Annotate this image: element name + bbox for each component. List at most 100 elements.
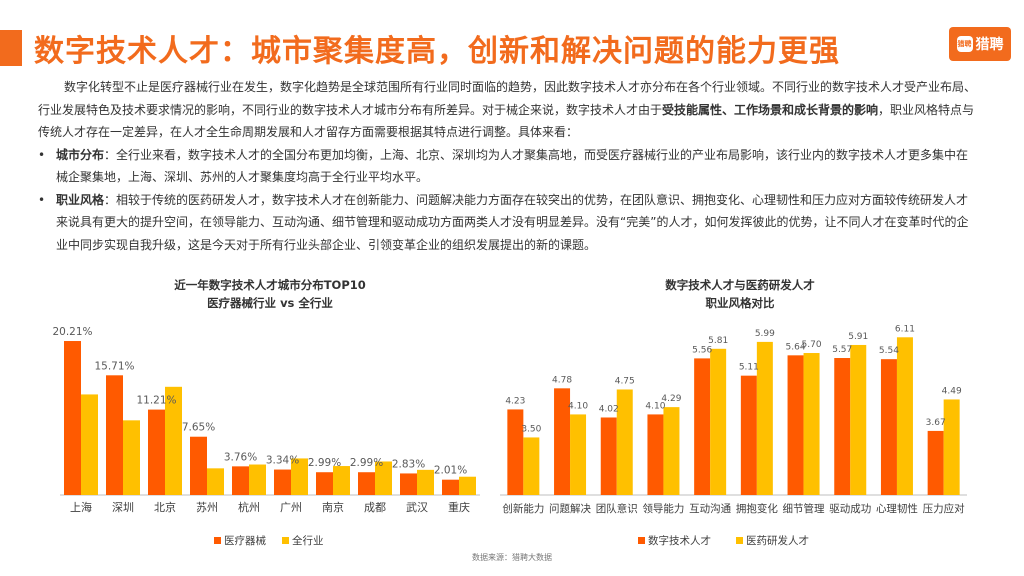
x-tick-label: 问题解决	[549, 502, 591, 515]
city-chart-title-line2: 医疗器械行业 vs 全行业	[207, 296, 333, 310]
bar-pharma-rd-talent	[850, 344, 867, 495]
data-label: 3.50	[521, 424, 541, 434]
bar-medical-device	[64, 341, 81, 495]
x-tick-label: 细节管理	[783, 502, 825, 515]
city-chart-title: 近一年数字技术人才城市分布TOP10 医疗器械行业 vs 全行业	[150, 276, 390, 312]
bullet-city-text: ：全行业来看，数字技术人才的全国分布更加均衡，上海、北京、深圳均为人才聚集高地，…	[56, 147, 969, 185]
city-distribution-chart: 20.21% 上海 15.71% 深圳 11.21% 北京 7.65% 苏州 3.76% 杭州 3.…	[52, 326, 480, 547]
bar-medical-device	[316, 472, 333, 495]
data-label: 11.21%	[136, 395, 176, 407]
bullet-style-label: 职业风格	[56, 192, 105, 207]
data-label: 4.10	[568, 401, 588, 411]
data-label: 5.11	[739, 363, 759, 373]
data-label: 4.78	[552, 375, 572, 385]
data-label: 4.10	[645, 401, 665, 411]
legend-label-digital-talent: 数字技术人才	[648, 534, 711, 547]
data-label: 4.75	[615, 376, 635, 386]
bar-all-industry	[207, 468, 224, 495]
x-tick-label: 创新能力	[502, 502, 544, 515]
style-chart-title-line1: 数字技术人才与医药研发人才	[665, 278, 815, 292]
data-label: 5.91	[848, 332, 868, 342]
x-tick-label: 拥抱变化	[736, 502, 778, 515]
bar-all-industry	[123, 420, 140, 495]
data-label: 4.23	[505, 396, 525, 406]
data-label: 3.34%	[266, 455, 299, 467]
data-label: 5.56	[692, 345, 712, 355]
data-label: 2.01%	[434, 465, 467, 477]
liepin-logo[interactable]: 猎聘 猎聘	[949, 27, 1011, 61]
x-tick-label: 深圳	[112, 501, 134, 514]
legend-label-all-industry: 全行业	[292, 534, 324, 547]
data-label: 2.99%	[308, 457, 341, 469]
legend-swatch-all-industry	[282, 537, 289, 544]
bar-medical-device	[232, 466, 249, 495]
bar-all-industry	[165, 386, 182, 495]
bar-pharma-rd-talent	[943, 399, 960, 495]
bar-digital-talent	[694, 358, 711, 495]
data-label: 2.83%	[392, 458, 425, 470]
data-label: 5.64	[786, 342, 806, 352]
bar-digital-talent	[880, 359, 897, 495]
data-label: 6.11	[895, 324, 915, 334]
bar-medical-device	[106, 375, 123, 495]
bar-pharma-rd-talent	[663, 407, 680, 495]
style-chart-title-line2: 职业风格对比	[705, 296, 775, 310]
bar-pharma-rd-talent	[710, 348, 727, 495]
data-label: 5.54	[879, 346, 899, 356]
intro-paragraph: 数字化转型不止是医疗器械行业在发生，数字化趋势是全球范围所有行业同时面临的趋势，…	[38, 76, 978, 144]
intro-text-bold: 受技能属性、工作场景和成长背景的影响	[662, 102, 879, 117]
bar-pharma-rd-talent	[570, 414, 587, 495]
legend-label-pharma-rd-talent: 医药研发人才	[746, 534, 809, 547]
bar-digital-talent	[927, 430, 944, 495]
bar-digital-talent	[554, 388, 571, 495]
bullet-style-text: ：相较于传统的医药研发人才，数字技术人才在创新能力、问题解决能力方面存在较突出的…	[56, 192, 969, 252]
bar-digital-talent	[507, 409, 524, 495]
x-tick-label: 领导能力	[642, 502, 684, 515]
page-title: 数字技术人才：城市聚集度高，创新和解决问题的能力更强	[34, 34, 840, 69]
bar-digital-talent	[740, 375, 757, 495]
x-tick-label: 北京	[154, 500, 176, 514]
data-label: 5.70	[802, 340, 822, 350]
bullet-city: • 城市分布：全行业来看，数字技术人才的全国分布更加均衡，上海、北京、深圳均为人才…	[38, 144, 978, 189]
style-chart-title: 数字技术人才与医药研发人才 职业风格对比	[620, 276, 860, 312]
x-tick-label: 上海	[70, 500, 92, 514]
intro-text-a: 数字化转型不止是医疗器械行业在发生，数字化趋势是全球范围所有行业同时面临的趋势，…	[38, 80, 977, 117]
data-source: 数据来源：猎聘大数据	[472, 553, 552, 562]
career-style-chart: 4.23 3.50 创新能力 4.78 4.10 问题解决 4.02 4.75 团队意识 4.10…	[500, 324, 967, 547]
bar-all-industry	[459, 476, 476, 495]
bar-all-industry	[375, 461, 392, 495]
bar-digital-talent	[834, 358, 851, 495]
liepin-logo-text: 猎聘	[975, 37, 1004, 53]
bar-digital-talent	[787, 355, 804, 495]
x-tick-label: 苏州	[196, 501, 218, 514]
data-label: 5.57	[832, 345, 852, 355]
data-label: 3.76%	[224, 451, 257, 463]
legend-swatch-digital-talent	[638, 537, 645, 544]
bar-medical-device	[442, 479, 459, 495]
bullet-dot: •	[38, 192, 46, 207]
x-tick-label: 武汉	[406, 501, 428, 514]
bar-all-industry	[291, 458, 308, 495]
title-accent-bar	[0, 30, 22, 66]
legend-swatch-medical-device	[214, 537, 221, 544]
data-label: 4.49	[942, 386, 962, 396]
bar-all-industry	[249, 464, 266, 495]
bar-pharma-rd-talent	[523, 437, 540, 495]
x-tick-label: 广州	[280, 501, 302, 514]
x-tick-label: 心理韧性	[876, 502, 918, 515]
x-tick-label: 重庆	[448, 500, 470, 514]
bar-digital-talent	[647, 414, 664, 495]
bar-pharma-rd-talent	[896, 337, 913, 495]
bar-all-industry	[333, 466, 350, 495]
bar-pharma-rd-talent	[803, 353, 820, 495]
data-label: 20.21%	[52, 326, 92, 338]
bar-medical-device	[400, 473, 417, 495]
x-tick-label: 团队意识	[596, 502, 638, 515]
data-label: 3.67	[926, 418, 946, 428]
x-tick-label: 压力应对	[923, 502, 965, 515]
bullet-dot: •	[38, 147, 46, 162]
data-label: 7.65%	[182, 422, 215, 434]
x-tick-label: 成都	[364, 501, 386, 514]
legend-label-medical-device: 医疗器械	[224, 534, 266, 547]
data-label: 2.99%	[350, 457, 383, 469]
